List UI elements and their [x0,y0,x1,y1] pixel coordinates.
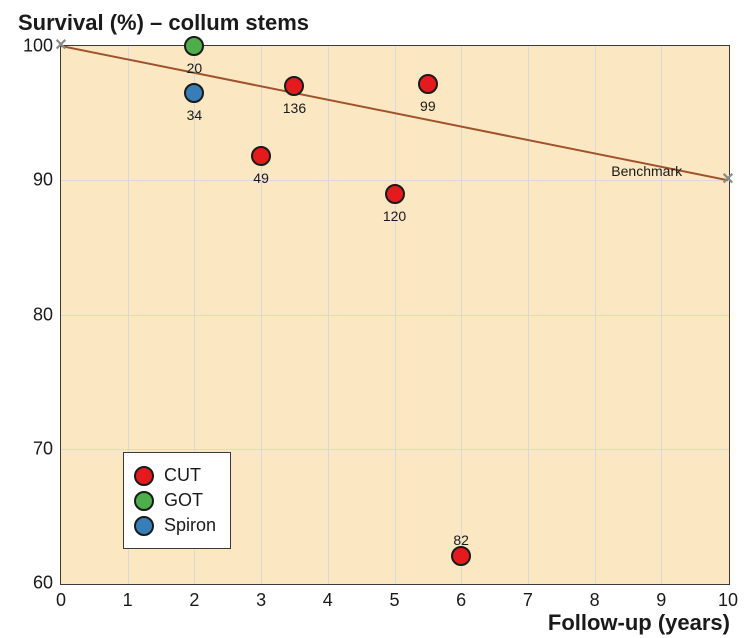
x-tick-label: 2 [189,584,199,611]
legend-label: GOT [164,490,203,511]
data-point-label: 82 [453,532,469,548]
y-tick-label: 90 [33,170,61,191]
legend-label: Spiron [164,515,216,536]
gridline-v [328,46,329,584]
x-tick-label: 3 [256,584,266,611]
legend-marker-icon [134,516,154,536]
legend-marker-icon [134,466,154,486]
data-point [418,74,438,94]
data-point-label: 136 [283,100,306,116]
chart-title: Survival (%) – collum stems [18,10,309,36]
data-point-label: 99 [420,98,436,114]
x-axis-label: Follow-up (years) [548,610,730,636]
x-tick-label: 7 [523,584,533,611]
plot-area: 60708090100012345678910✕✕Benchmark203449… [60,45,730,585]
data-point-label: 120 [383,208,406,224]
x-tick-label: 9 [656,584,666,611]
y-tick-label: 80 [33,304,61,325]
legend: CUT GOT Spiron [123,452,231,549]
data-point-label: 49 [253,170,269,186]
gridline-v [595,46,596,584]
x-tick-label: 5 [389,584,399,611]
data-point [385,184,405,204]
legend-item: GOT [134,490,216,511]
gridline-v [461,46,462,584]
data-point-label: 34 [187,107,203,123]
x-tick-label: 4 [323,584,333,611]
data-point [184,83,204,103]
x-tick-label: 6 [456,584,466,611]
data-point [251,146,271,166]
legend-item: Spiron [134,515,216,536]
chart-container: Survival (%) – collum stems 607080901000… [0,0,756,638]
data-point [451,546,471,566]
y-tick-label: 70 [33,438,61,459]
legend-marker-icon [134,491,154,511]
benchmark-label: Benchmark [611,163,682,179]
data-point [184,36,204,56]
legend-label: CUT [164,465,201,486]
x-tick-label: 0 [56,584,66,611]
data-point [284,76,304,96]
legend-item: CUT [134,465,216,486]
gridline-v [661,46,662,584]
x-tick-label: 10 [718,584,738,611]
data-point-label: 20 [187,60,203,76]
gridline-v [261,46,262,584]
x-tick-label: 1 [123,584,133,611]
gridline-v [528,46,529,584]
x-tick-label: 8 [590,584,600,611]
benchmark-endpoint-marker: ✕ [54,38,67,54]
gridline-v [395,46,396,584]
benchmark-endpoint-marker: ✕ [721,172,734,188]
